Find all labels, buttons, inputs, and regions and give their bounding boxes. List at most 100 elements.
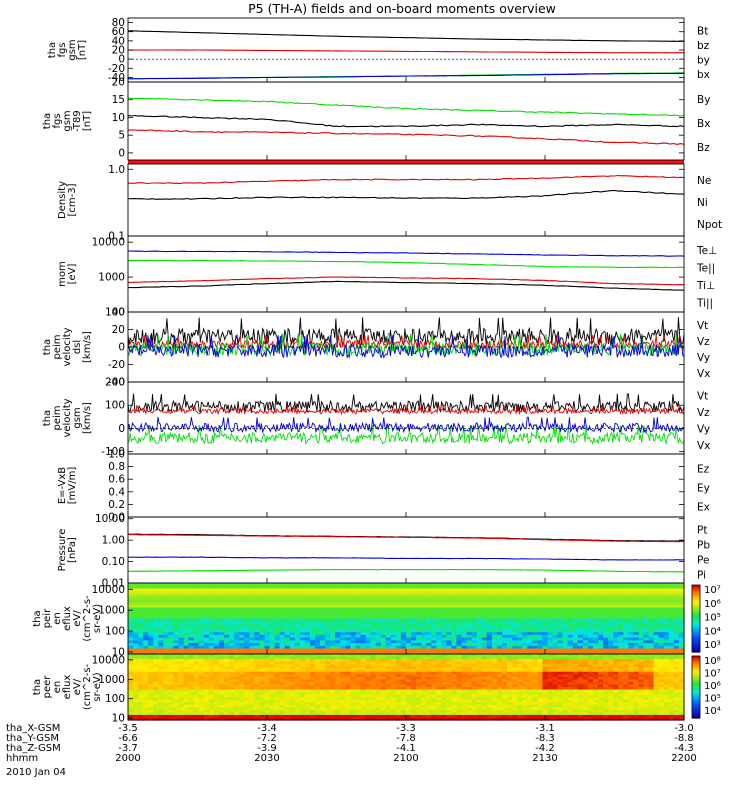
spectrogram-cell xyxy=(325,671,331,675)
spectrogram-cell xyxy=(365,593,372,598)
spectrogram-cell xyxy=(158,694,164,698)
spectrogram-cell xyxy=(330,591,336,595)
spectrogram-cell xyxy=(249,645,255,650)
spectrogram-cell xyxy=(593,607,599,611)
spectrogram-cell xyxy=(547,626,554,631)
spectrogram-cell xyxy=(441,699,448,703)
spectrogram-cell xyxy=(421,583,427,587)
spectrogram-cell xyxy=(360,659,367,663)
spectrogram-cell xyxy=(269,664,276,668)
spectrogram-cell xyxy=(163,588,170,592)
spectrogram-cell xyxy=(239,681,245,686)
spectrogram-cell xyxy=(613,607,619,611)
spectrogram-cell xyxy=(522,632,528,636)
spectrogram-cell xyxy=(360,604,367,609)
spectrogram-cell xyxy=(148,648,154,652)
spectrogram-cell xyxy=(411,681,417,686)
spectrogram-cell xyxy=(289,704,296,708)
spectrogram-cell xyxy=(158,610,164,614)
spectrogram-cell xyxy=(547,583,554,587)
spectrogram-cell xyxy=(411,661,417,665)
spectrogram-cell xyxy=(340,583,346,587)
spectrogram-cell xyxy=(269,717,276,721)
spectrogram-cell xyxy=(451,692,458,696)
spectrogram-cell xyxy=(350,610,357,614)
spectrogram-cell xyxy=(218,604,225,609)
spectrogram-cell xyxy=(330,684,336,688)
spectrogram-cell xyxy=(193,585,200,590)
spectrogram-cell xyxy=(456,626,463,631)
spectrogram-cell xyxy=(178,664,185,668)
spectrogram-cell xyxy=(148,659,154,663)
spectrogram-cell xyxy=(304,634,311,639)
spectrogram-cell xyxy=(315,651,321,655)
spectrogram-cell xyxy=(522,593,528,598)
spectrogram-cell xyxy=(249,648,255,652)
spectrogram-cell xyxy=(658,621,665,625)
spectrogram-cell xyxy=(188,621,195,625)
spectrogram-cell xyxy=(239,621,245,625)
spectrogram-cell xyxy=(441,585,448,590)
spectrogram-cell xyxy=(138,623,144,628)
spectrogram-cell xyxy=(309,585,316,590)
spectrogram-cell xyxy=(436,692,442,696)
spectrogram-cell xyxy=(340,676,346,680)
spectrogram-cell xyxy=(340,659,346,663)
spectrogram-cell xyxy=(128,645,134,650)
spectrogram-cell xyxy=(577,648,584,652)
spectrogram-cell xyxy=(441,618,448,622)
spectrogram-cell xyxy=(178,692,185,696)
spectrogram-cell xyxy=(365,615,372,620)
spectrogram-cell xyxy=(244,669,250,673)
colorbar-tick-label: 10³ xyxy=(704,640,721,651)
spectrogram-cell xyxy=(158,707,164,711)
spectrogram-cell xyxy=(299,702,306,706)
spectrogram-cell xyxy=(309,637,316,641)
spectrogram-cell xyxy=(411,643,417,647)
spectrogram-cell xyxy=(446,632,453,636)
legend-entry: Vz xyxy=(697,407,710,419)
spectrogram-cell xyxy=(421,666,427,670)
spectrogram-cell xyxy=(618,585,624,590)
spectrogram-cell xyxy=(345,666,351,670)
spectrogram-cell xyxy=(653,626,660,631)
spectrogram-cell xyxy=(517,626,523,631)
spectrogram-cell xyxy=(471,610,478,614)
spectrogram-cell xyxy=(623,602,629,606)
spectrogram-cell xyxy=(628,604,635,609)
spectrogram-cell xyxy=(269,694,276,698)
spectrogram-cell xyxy=(618,604,624,609)
spectrogram-cell xyxy=(183,604,190,609)
spectrogram-cell xyxy=(658,588,665,592)
spectrogram-cell xyxy=(385,704,392,708)
spectrogram-cell xyxy=(304,679,311,683)
spectrogram-cell xyxy=(279,645,286,650)
spectrogram-cell xyxy=(441,674,448,678)
spectrogram-cell xyxy=(168,615,175,620)
spectrogram-cell xyxy=(198,610,205,614)
spectrogram-cell xyxy=(593,623,599,628)
spectrogram-cell xyxy=(269,643,276,647)
y-tick-label: 0.0 xyxy=(108,512,125,524)
spectrogram-cell xyxy=(395,681,402,686)
spectrogram-cell xyxy=(395,684,402,688)
spectrogram-cell xyxy=(208,621,215,625)
spectrogram-cell xyxy=(299,629,306,633)
spectrogram-cell xyxy=(633,632,640,636)
spectrogram-cell xyxy=(128,593,134,598)
spectrogram-cell xyxy=(481,637,488,641)
spectrogram-cell xyxy=(663,626,670,631)
spectrogram-cell xyxy=(395,679,402,683)
spectrogram-cell xyxy=(613,593,619,598)
spectrogram-cell xyxy=(628,634,635,639)
spectrogram-cell xyxy=(603,632,609,636)
spectrogram-cell xyxy=(451,651,458,655)
spectrogram-cell xyxy=(340,679,346,683)
spectrogram-cell xyxy=(299,607,306,611)
spectrogram-cell xyxy=(294,615,301,620)
spectrogram-cell xyxy=(163,626,170,631)
spectrogram-cell xyxy=(446,679,453,683)
spectrogram-cell xyxy=(406,610,412,614)
spectrogram-cell xyxy=(335,634,341,639)
spectrogram-cell xyxy=(153,676,159,680)
